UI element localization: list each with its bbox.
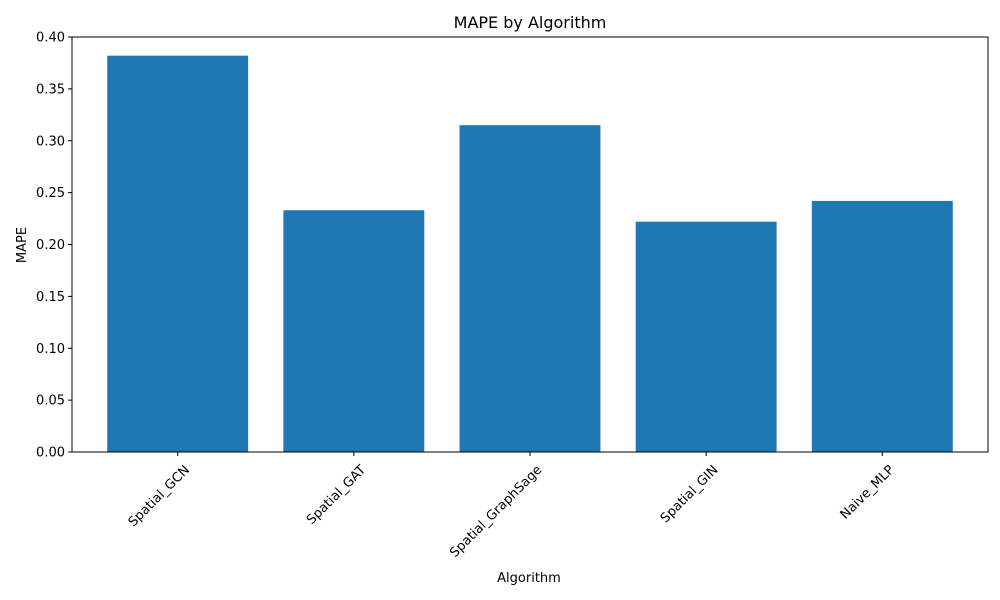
bar-spatial-gin bbox=[635, 221, 777, 452]
y-tick-label: 0.10 bbox=[36, 342, 65, 357]
bar-spatial-graphsage bbox=[459, 125, 601, 452]
bar-spatial-gat bbox=[283, 210, 425, 452]
y-tick-label: 0.30 bbox=[36, 134, 65, 149]
y-tick-label: 0.20 bbox=[36, 238, 65, 253]
y-tick-label: 0.15 bbox=[36, 290, 65, 305]
y-tick-label: 0.00 bbox=[36, 446, 65, 461]
x-axis-label: Algorithm bbox=[497, 571, 561, 586]
y-tick-label: 0.40 bbox=[36, 31, 65, 46]
y-axis-label: MAPE bbox=[15, 227, 30, 263]
bar-spatial-gcn bbox=[107, 55, 249, 453]
y-tick-label: 0.05 bbox=[36, 394, 65, 409]
plot-frame bbox=[71, 36, 989, 453]
chart-title: MAPE by Algorithm bbox=[454, 13, 607, 32]
y-tick-label: 0.35 bbox=[36, 82, 65, 97]
bar-naive-mlp bbox=[811, 200, 953, 452]
bars-layer bbox=[107, 55, 953, 453]
y-ticks-layer: 0.00 0.05 0.10 0.15 0.20 0.25 0.30 0.35 0.40 bbox=[36, 31, 72, 461]
y-tick-label: 0.25 bbox=[36, 186, 65, 201]
